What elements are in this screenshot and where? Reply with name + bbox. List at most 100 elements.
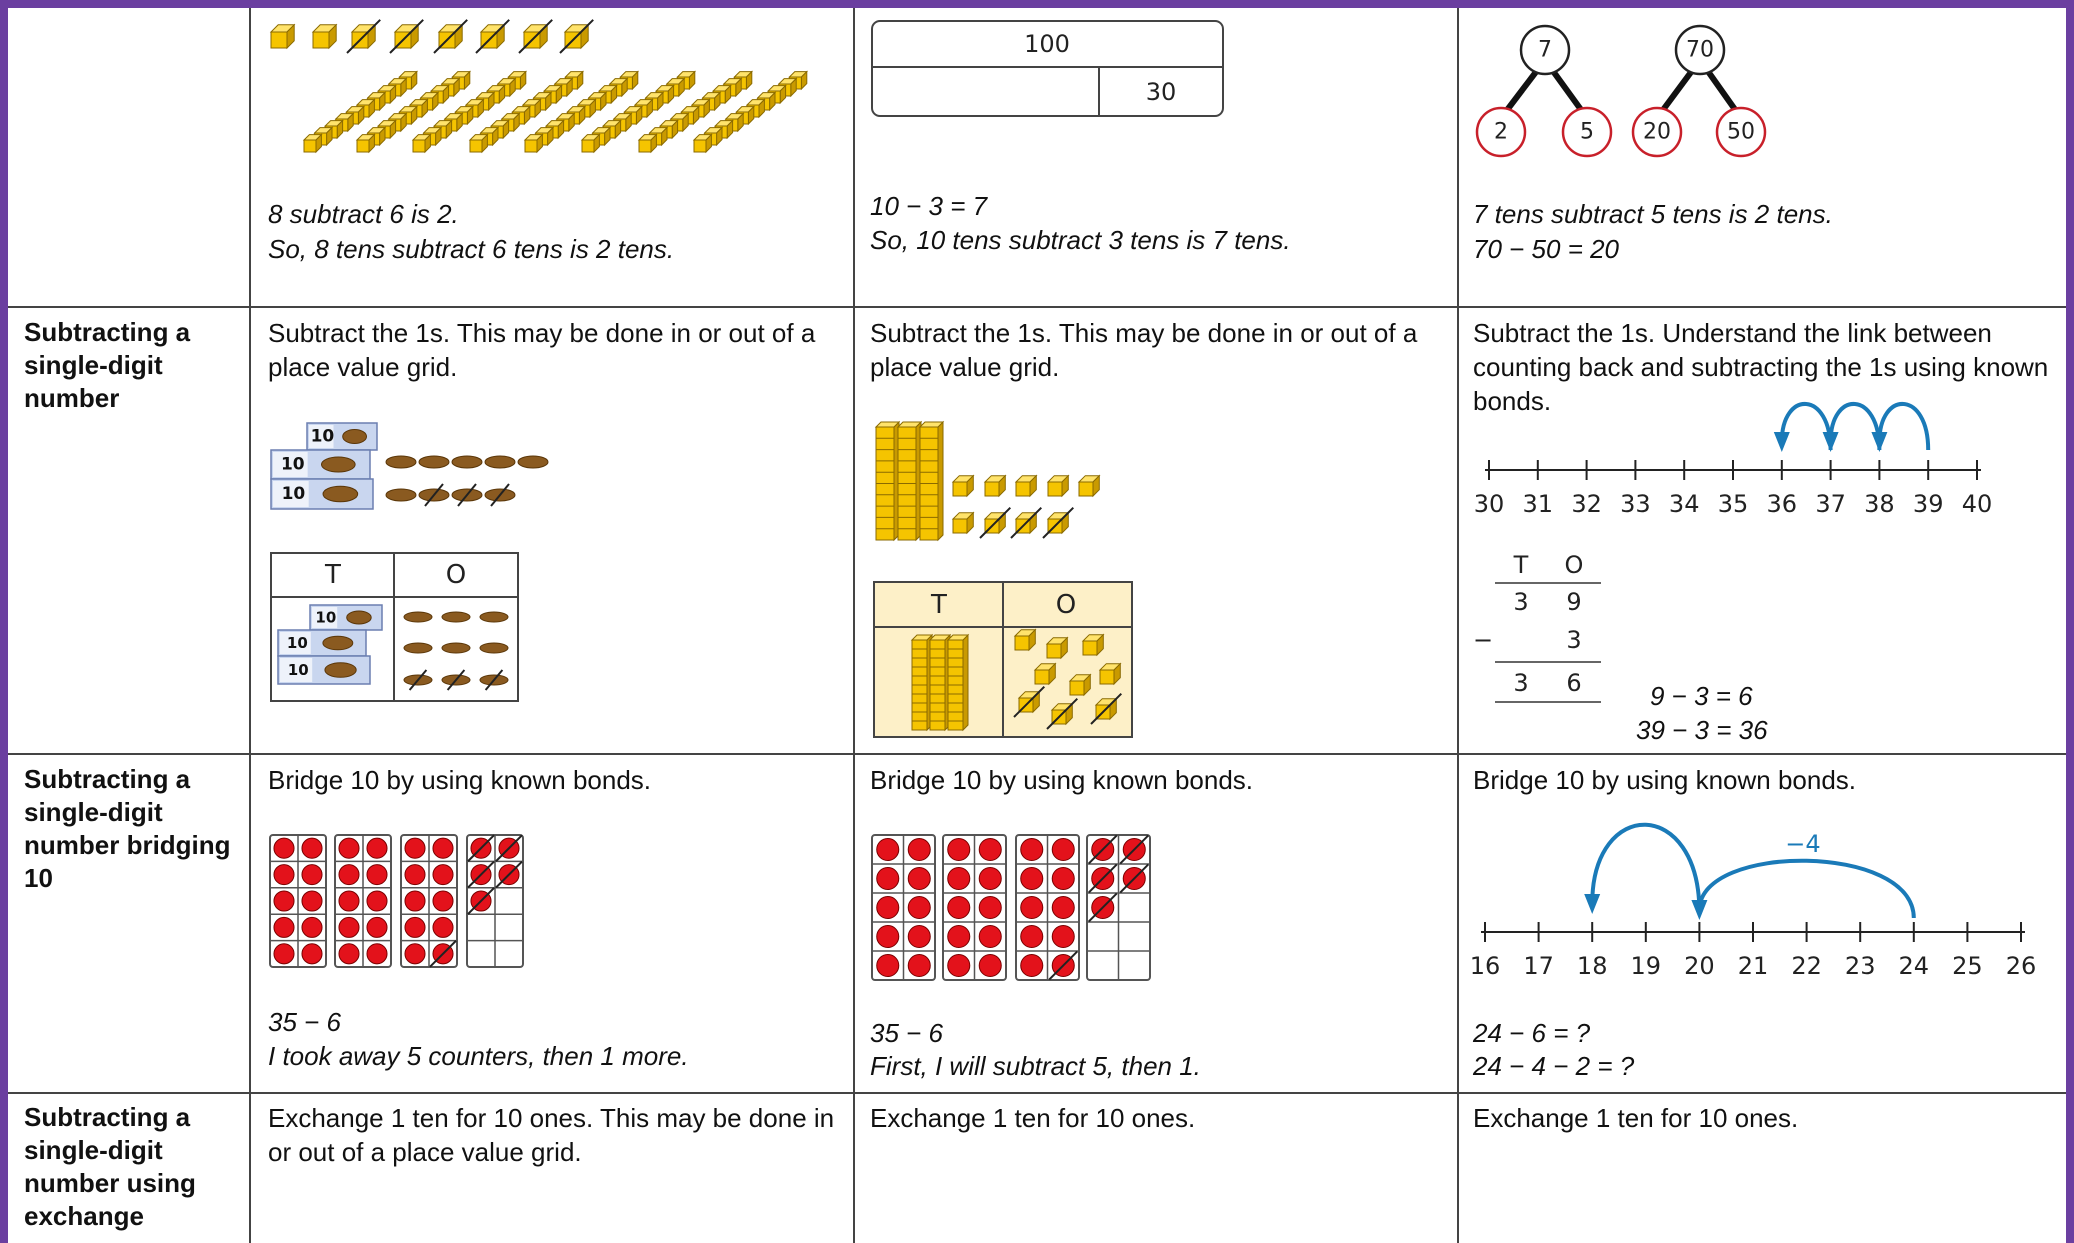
bar-part: 30	[1146, 78, 1177, 106]
rod-side	[962, 633, 969, 732]
cube-front	[1099, 669, 1115, 685]
number-line-label: 35	[1718, 490, 1749, 518]
cross-out	[484, 669, 504, 691]
counter	[1051, 866, 1075, 891]
number-line-label: 20	[1684, 952, 1715, 980]
counter	[432, 864, 454, 886]
number-line-label: 37	[1815, 490, 1846, 518]
number-line-label: 39	[1913, 490, 1944, 518]
counter	[432, 916, 454, 938]
ones-counter	[403, 611, 433, 623]
cross-out	[475, 19, 510, 54]
counter	[432, 837, 454, 859]
column-operator: −	[1473, 626, 1493, 654]
ones-counter	[451, 455, 483, 469]
cross-out	[495, 860, 523, 889]
cube-front	[952, 518, 968, 534]
cross-out	[1042, 506, 1075, 539]
ten-counter-label: 10	[315, 609, 336, 627]
cube-front	[1047, 481, 1063, 497]
jump-arc	[1590, 822, 1702, 913]
row-heading: Subtracting a single-digit number	[24, 317, 191, 413]
ones-counter	[441, 642, 471, 654]
ones-counter	[418, 455, 450, 469]
cube-front	[303, 139, 317, 153]
jump-arc	[1697, 858, 1916, 919]
ten-counter-label: 10	[311, 427, 335, 447]
ones-counter	[479, 642, 509, 654]
counter	[404, 943, 426, 965]
cross-out	[559, 19, 594, 54]
caption: 7 tens subtract 5 tens is 2 tens.	[1473, 199, 1833, 229]
counter	[273, 864, 295, 886]
counter	[907, 953, 931, 978]
part-value: 20	[1643, 120, 1671, 145]
pv-header: O	[446, 560, 466, 590]
counter	[1051, 895, 1075, 920]
counter	[876, 895, 900, 920]
pv-header: O	[1056, 590, 1076, 620]
counter	[432, 890, 454, 912]
cross-out	[1088, 863, 1118, 894]
cross-out	[979, 506, 1012, 539]
cross-out	[1119, 834, 1149, 865]
bar-whole: 100	[1024, 30, 1070, 58]
cell-text: Exchange 1 ten for 10 ones.	[870, 1103, 1196, 1133]
counter	[947, 924, 971, 949]
cube-front	[524, 139, 538, 153]
counter	[338, 943, 360, 965]
counter	[907, 866, 931, 891]
number-line-label: 23	[1845, 952, 1876, 980]
cube-front	[1078, 481, 1094, 497]
number-line-label: 19	[1631, 952, 1662, 980]
counter	[876, 924, 900, 949]
cell-text: Subtract the 1s. This may be done in or …	[870, 318, 1418, 382]
column-digit: 3	[1513, 669, 1528, 697]
counter	[1020, 895, 1044, 920]
cell-text: Exchange 1 ten for 10 ones.	[1473, 1103, 1799, 1133]
caption: 8 subtract 6 is 2.	[268, 199, 459, 229]
counter	[978, 837, 1002, 862]
column-digit: 6	[1566, 669, 1581, 697]
ten-counter-label: 10	[288, 661, 309, 679]
whole-value: 70	[1686, 38, 1714, 63]
part-value: 50	[1727, 120, 1755, 145]
counter	[978, 953, 1002, 978]
ten-counter-face	[273, 452, 308, 477]
cross-out	[446, 669, 466, 691]
counter	[404, 837, 426, 859]
jump-arc	[1779, 402, 1833, 451]
cross-out	[1048, 950, 1078, 981]
ten-counter-label: 10	[282, 484, 306, 504]
counter	[301, 864, 323, 886]
column-header: T	[1513, 551, 1529, 579]
counter	[1020, 837, 1044, 862]
cross-out	[433, 19, 468, 54]
grid-line	[8, 1092, 2066, 1094]
counter	[404, 916, 426, 938]
number-line-label: 36	[1767, 490, 1798, 518]
cube-front	[356, 139, 370, 153]
number-line-label: 16	[1470, 952, 1501, 980]
number-line-label: 17	[1523, 952, 1554, 980]
number-line-label: 30	[1474, 490, 1505, 518]
cross-out	[346, 19, 381, 54]
jump-arrowhead	[1584, 894, 1601, 914]
number-line-label: 33	[1620, 490, 1651, 518]
ten-counter-face	[312, 607, 338, 628]
ones-counter	[479, 611, 509, 623]
caption: 39 − 3 = 36	[1636, 715, 1768, 745]
cross-out	[408, 669, 428, 691]
cube-front	[693, 139, 707, 153]
number-line-label: 40	[1962, 490, 1993, 518]
counter	[338, 916, 360, 938]
ten-counter-face	[280, 632, 311, 654]
cube-front	[469, 139, 483, 153]
counter	[273, 837, 295, 859]
caption: 24 − 4 − 2 = ?	[1473, 1051, 1635, 1081]
part-value: 5	[1580, 120, 1594, 145]
frame-border	[2066, 0, 2074, 1243]
counter	[978, 895, 1002, 920]
caption: So, 8 tens subtract 6 tens is 2 tens.	[268, 234, 675, 264]
caption: 35 − 6	[268, 1007, 342, 1037]
